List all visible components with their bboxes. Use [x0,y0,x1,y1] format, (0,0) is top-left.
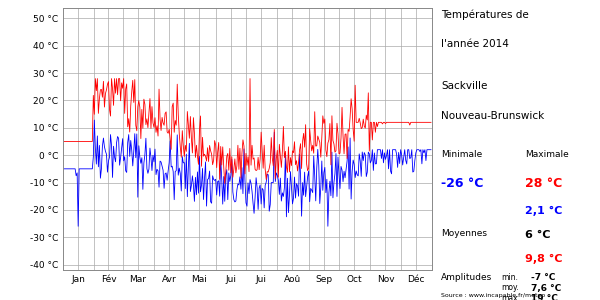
Text: Minimale: Minimale [441,150,482,159]
Text: Nouveau-Brunswick: Nouveau-Brunswick [441,111,544,121]
Text: l'année 2014: l'année 2014 [441,39,509,49]
Text: Moyennes: Moyennes [441,230,487,238]
Text: 7,6 °C: 7,6 °C [531,284,561,292]
Text: Amplitudes: Amplitudes [441,273,492,282]
Text: Maximale: Maximale [525,150,569,159]
Text: Sackville: Sackville [441,81,487,91]
Text: 2,1 °C: 2,1 °C [525,206,562,216]
Text: min.: min. [501,273,518,282]
Text: 6 °C: 6 °C [525,230,551,239]
Text: 28 °C: 28 °C [525,177,562,190]
Text: Source : www.incapable.fr/meteo: Source : www.incapable.fr/meteo [441,293,545,298]
Text: Températures de: Températures de [441,9,529,20]
Text: 9,8 °C: 9,8 °C [525,254,563,264]
Text: -7 °C: -7 °C [531,273,556,282]
Text: moy.: moy. [501,284,519,292]
Text: -26 °C: -26 °C [441,177,484,190]
Text: 19 °C: 19 °C [531,294,558,300]
Text: max.: max. [501,294,520,300]
